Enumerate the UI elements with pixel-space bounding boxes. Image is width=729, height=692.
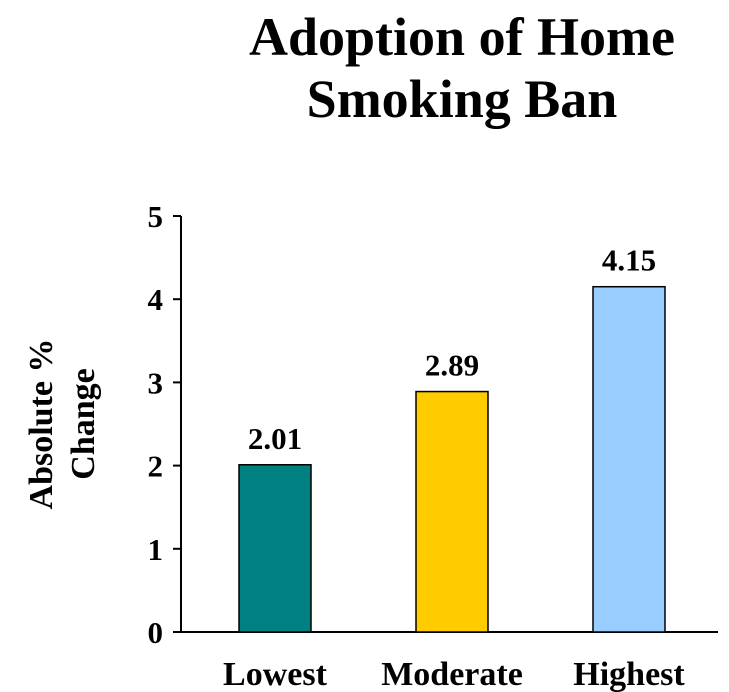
data-label-moderate: 2.89 (425, 348, 479, 383)
bar-lowest (238, 464, 312, 633)
y-axis-label-line-2: Change (65, 368, 102, 479)
y-tick-label-1: 1 (148, 532, 164, 567)
x-tick-labels: Lowest Moderate Highest (223, 656, 685, 692)
y-tick-label-2: 2 (148, 449, 164, 484)
chart-title: Adoption of Home Smoking Ban (195, 6, 729, 130)
data-labels: 2.01 2.89 4.15 (248, 243, 656, 456)
bar-moderate (415, 390, 489, 633)
x-tick-label-highest: Highest (573, 656, 685, 692)
chart-title-line-1: Adoption of Home (248, 7, 675, 67)
y-axis-label: Absolute % Change (23, 339, 102, 510)
x-tick-label-moderate: Moderate (381, 656, 523, 692)
x-tick-label-lowest: Lowest (223, 656, 328, 692)
bar-highest (592, 285, 666, 633)
y-tick-label-0: 0 (148, 615, 164, 650)
data-label-lowest: 2.01 (248, 421, 302, 456)
y-tick-label-3: 3 (148, 365, 164, 400)
y-tick-label-5: 5 (148, 199, 164, 234)
data-label-highest: 4.15 (602, 243, 656, 278)
y-ticks: 0 1 2 3 4 5 (148, 199, 181, 650)
chart-title-line-2: Smoking Ban (306, 69, 618, 129)
y-axis-label-line-1: Absolute % (23, 339, 60, 510)
y-tick-label-4: 4 (148, 282, 164, 317)
bars (238, 285, 666, 633)
